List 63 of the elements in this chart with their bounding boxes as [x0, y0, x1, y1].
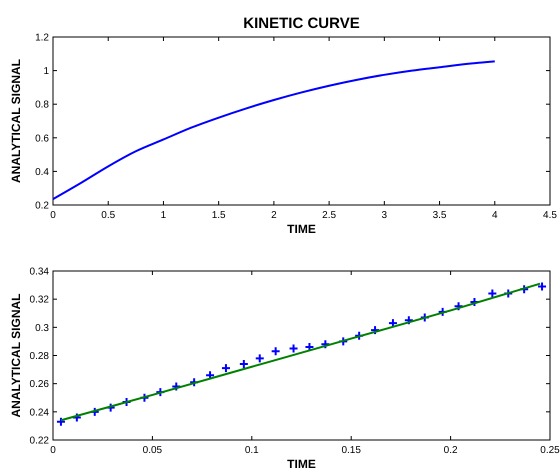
point	[270, 346, 281, 356]
y-axis-title: ANALYTICAL SIGNAL	[9, 293, 23, 418]
x-tick-label: 0	[50, 445, 56, 456]
x-tick-label: 4	[492, 210, 498, 221]
x-tick-label: 0.5	[101, 210, 116, 221]
chart-title: KINETIC CURVE	[243, 15, 360, 32]
point	[205, 370, 216, 380]
x-axis-title: TIME	[287, 222, 316, 236]
x-tick-label: 0.1	[244, 445, 260, 456]
point	[90, 406, 100, 417]
x-tick-label: 3	[382, 210, 388, 221]
y-tick-label: 0.24	[30, 407, 50, 418]
y-tick-label: 0.4	[35, 166, 50, 178]
y-tick-label: 1	[43, 66, 50, 78]
point	[454, 301, 464, 312]
y-tick-label: 0.6	[35, 133, 50, 144]
point	[537, 281, 548, 292]
point	[404, 315, 414, 326]
point	[254, 353, 265, 364]
x-tick-label: 2	[271, 210, 278, 221]
line-series	[52, 60, 496, 200]
y-axis-title: ANALYTICAL SIGNAL	[9, 58, 23, 184]
y-tick-label: 0.26	[30, 379, 50, 390]
y-tick-label: 1.2	[35, 32, 50, 44]
y-tick-label: 0.2	[35, 200, 50, 212]
x-tick-label: 0.25	[540, 445, 560, 456]
x-tick-label: 1	[160, 210, 167, 221]
y-tick-label: 0.3	[35, 322, 50, 334]
point	[487, 288, 498, 299]
point	[171, 381, 182, 392]
point	[122, 396, 132, 407]
line-series	[60, 282, 542, 422]
y-tick-label: 0.28	[30, 351, 50, 362]
point	[56, 416, 66, 427]
x-tick-label: 1.5	[212, 210, 226, 221]
point	[238, 358, 249, 369]
x-tick-label: 3.5	[432, 210, 447, 221]
point	[503, 288, 514, 299]
point	[106, 402, 116, 413]
x-tick-label: 0.05	[142, 445, 163, 456]
point	[220, 363, 231, 374]
point	[155, 387, 166, 398]
point	[354, 330, 364, 341]
y-tick-label: 0.34	[30, 266, 50, 278]
point	[72, 412, 82, 422]
y-tick-label: 0.32	[30, 294, 50, 306]
x-tick-label: 0	[50, 210, 56, 221]
point	[320, 339, 330, 350]
point	[420, 312, 430, 322]
point	[438, 306, 448, 317]
point	[519, 284, 530, 294]
x-tick-label: 4.5	[543, 210, 558, 221]
point	[288, 343, 299, 354]
point	[469, 296, 480, 307]
x-tick-label: 2.5	[322, 210, 336, 221]
point	[370, 325, 380, 336]
x-tick-label: 0.15	[341, 445, 362, 456]
x-tick-label: 0.2	[444, 445, 458, 456]
x-axis-title: TIME	[287, 457, 316, 468]
y-tick-label: 0.8	[35, 100, 50, 111]
point	[338, 336, 348, 346]
point	[189, 377, 200, 388]
y-tick-label: 0.22	[30, 436, 50, 446]
